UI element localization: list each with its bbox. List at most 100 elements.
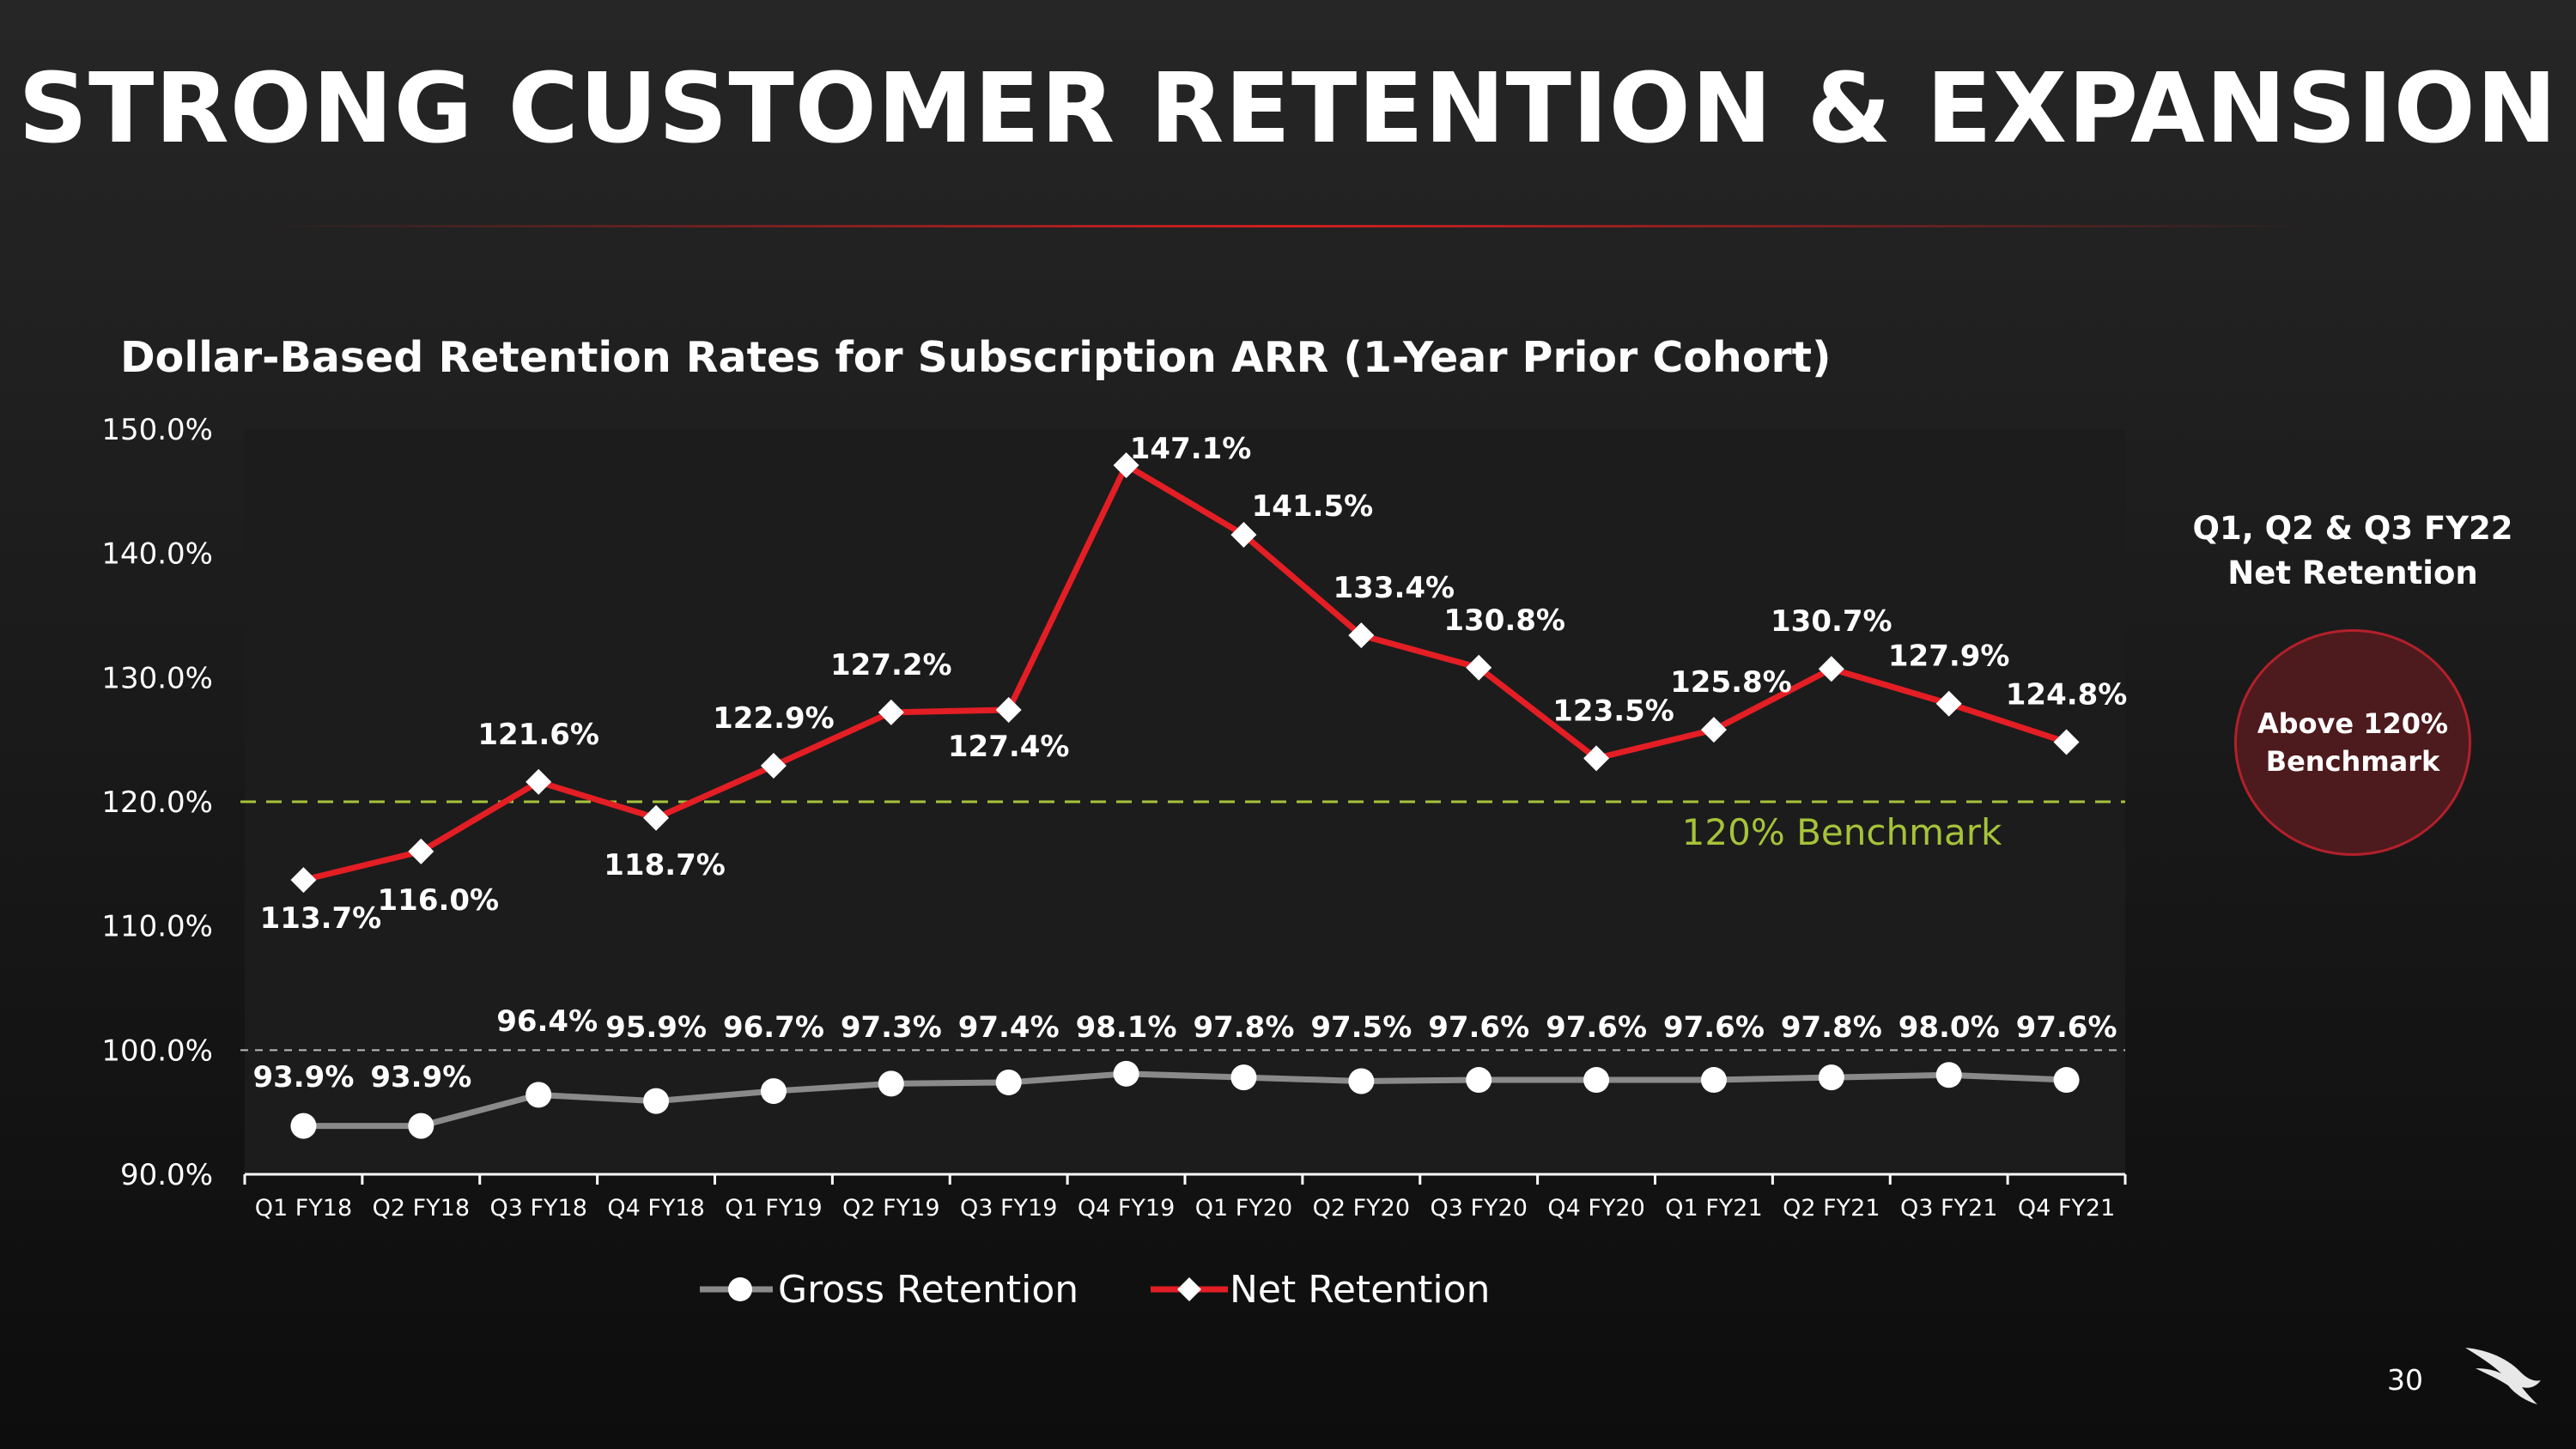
y-tick-label: 150.0% <box>101 413 213 447</box>
gross-retention-data-label: 97.8% <box>1781 1010 1882 1045</box>
gross-retention-data-label: 97.6% <box>1546 1010 1647 1045</box>
net-retention-point <box>1466 654 1492 681</box>
net-retention-data-label: 147.1% <box>1130 432 1252 466</box>
net-retention-point <box>1230 521 1257 548</box>
gross-retention-data-label: 97.6% <box>1663 1010 1765 1045</box>
net-retention-data-label: 123.5% <box>1552 694 1674 728</box>
legend-gross-label: Gross Retention <box>778 1268 1078 1312</box>
gross-retention-point <box>526 1082 552 1108</box>
gross-retention-data-label: 97.6% <box>1428 1010 1529 1045</box>
net-retention-data-label: 133.4% <box>1334 571 1455 605</box>
y-tick-label: 110.0% <box>101 910 213 944</box>
net-retention-point <box>1700 717 1727 743</box>
benchmark-badge: Above 120% Benchmark <box>2234 629 2471 856</box>
badge-line-1: Above 120% <box>2257 707 2449 740</box>
net-retention-point <box>526 768 552 795</box>
gross-retention-data-label: 93.9% <box>370 1060 471 1094</box>
legend-net-label: Net Retention <box>1230 1268 1490 1312</box>
y-tick-label: 100.0% <box>101 1034 213 1068</box>
gross-retention-data-label: 96.7% <box>723 1010 824 1045</box>
net-retention-data-label: 125.8% <box>1670 665 1792 700</box>
chart-title: Dollar-Based Retention Rates for Subscri… <box>120 333 1832 382</box>
net-retention-point <box>1818 656 1844 682</box>
gross-retention-data-label: 98.1% <box>1076 1010 1177 1045</box>
gross-retention-point <box>643 1088 670 1114</box>
x-tick-label: Q1 FY20 <box>1195 1195 1292 1222</box>
y-tick-label: 120.0% <box>101 785 213 820</box>
gross-retention-point <box>1935 1062 1962 1088</box>
x-tick-label: Q1 FY19 <box>725 1195 822 1222</box>
x-tick-label: Q3 FY21 <box>1900 1195 1997 1222</box>
gross-retention-data-label: 97.6% <box>2016 1010 2117 1045</box>
net-retention-point <box>1348 622 1375 649</box>
gross-retention-data-label: 97.4% <box>958 1010 1060 1045</box>
x-tick-label: Q1 FY21 <box>1665 1195 1762 1222</box>
x-tick-label: Q2 FY19 <box>842 1195 939 1222</box>
net-retention-point <box>290 867 317 894</box>
net-retention-data-label: 127.9% <box>1888 640 2010 674</box>
net-retention-point <box>995 696 1022 723</box>
title-divider <box>258 225 2318 227</box>
legend-net-marker <box>1177 1277 1201 1301</box>
gross-retention-point <box>408 1113 434 1139</box>
y-tick-label: 130.0% <box>101 661 213 695</box>
x-tick-label: Q4 FY18 <box>607 1195 704 1222</box>
net-retention-data-label: 124.8% <box>2006 678 2128 712</box>
gross-retention-line <box>303 1070 2067 1130</box>
net-retention-data-label: 141.5% <box>1252 489 1374 524</box>
x-tick-label: Q4 FY19 <box>1078 1195 1175 1222</box>
page-number: 30 <box>2387 1363 2423 1397</box>
gross-retention-data-label: 97.8% <box>1193 1010 1294 1045</box>
gross-retention-data-label: 95.9% <box>605 1010 707 1045</box>
net-retention-point <box>1583 745 1610 772</box>
net-retention-data-label: 130.8% <box>1443 603 1565 638</box>
net-retention-point <box>408 838 434 864</box>
gross-retention-point <box>1583 1067 1610 1094</box>
slide-title: STRONG CUSTOMER RETENTION & EXPANSION <box>18 53 2558 165</box>
net-retention-data-label: 113.7% <box>260 901 382 936</box>
net-retention-point <box>878 699 904 725</box>
net-retention-point <box>643 804 670 831</box>
net-retention-data-label: 127.2% <box>830 648 952 682</box>
legend-gross-marker <box>728 1277 752 1301</box>
y-tick-label: 90.0% <box>120 1158 213 1192</box>
gross-retention-point <box>878 1070 904 1097</box>
badge-line-2: Benchmark <box>2265 745 2440 778</box>
gross-retention-point <box>1230 1064 1257 1091</box>
net-retention-line <box>302 462 2068 883</box>
x-tick-label: Q2 FY21 <box>1783 1195 1880 1222</box>
net-retention-point <box>760 753 787 779</box>
gross-retention-data-label: 97.5% <box>1310 1010 1412 1045</box>
falcon-logo-icon <box>2465 1348 2541 1404</box>
x-tick-label: Q1 FY18 <box>255 1195 352 1222</box>
gross-retention-point <box>995 1069 1022 1095</box>
x-tick-label: Q2 FY18 <box>373 1195 470 1222</box>
gross-retention-point <box>2053 1067 2080 1094</box>
x-tick-label: Q2 FY20 <box>1313 1195 1410 1222</box>
benchmark-label: 120% Benchmark <box>1682 811 2002 853</box>
gross-retention-point <box>1466 1067 1492 1094</box>
net-retention-point <box>2053 729 2080 755</box>
callout-title: Q1, Q2 & Q3 FY22 Net Retention <box>2181 506 2524 596</box>
net-retention-data-label: 122.9% <box>713 701 835 736</box>
gross-retention-data-label: 93.9% <box>252 1060 354 1094</box>
gross-retention-data-label: 98.0% <box>1899 1010 2000 1045</box>
gross-retention-point <box>760 1078 787 1105</box>
gross-retention-point <box>290 1113 317 1139</box>
gross-retention-point <box>1113 1060 1139 1087</box>
net-retention-point <box>1113 452 1139 478</box>
gross-retention-point <box>1700 1067 1727 1094</box>
net-retention-data-label: 116.0% <box>378 883 500 918</box>
gross-retention-point <box>1818 1064 1844 1091</box>
callout-title-line-1: Q1, Q2 & Q3 FY22 <box>2192 510 2513 547</box>
x-tick-label: Q3 FY18 <box>489 1195 586 1222</box>
callout-title-line-2: Net Retention <box>2227 555 2478 591</box>
net-retention-data-label: 118.7% <box>604 848 726 882</box>
net-retention-data-label: 130.7% <box>1771 604 1893 639</box>
gross-retention-data-label: 96.4% <box>496 1004 598 1039</box>
x-tick-label: Q3 FY19 <box>960 1195 1057 1222</box>
x-tick-label: Q4 FY21 <box>2018 1195 2115 1222</box>
x-tick-label: Q3 FY20 <box>1430 1195 1527 1222</box>
y-tick-label: 140.0% <box>101 537 213 572</box>
